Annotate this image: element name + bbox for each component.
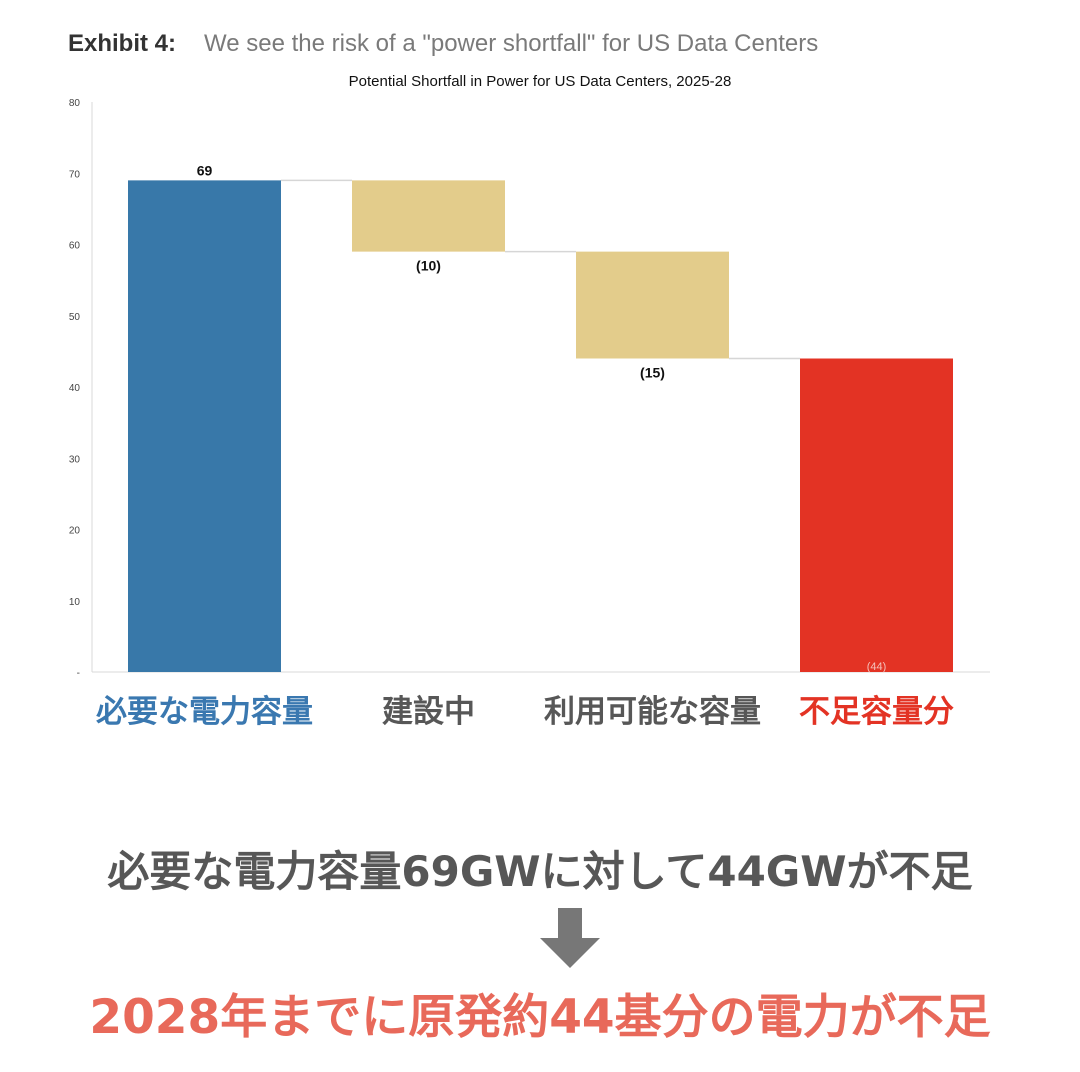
y-tick-label: - xyxy=(77,668,80,679)
data-label: 69 xyxy=(197,162,213,178)
category-label: 建設中 xyxy=(382,694,475,730)
y-tick-label: 50 xyxy=(69,312,81,323)
data-label: (10) xyxy=(416,258,441,274)
down-arrow-icon xyxy=(540,908,600,968)
bar-3 xyxy=(800,358,953,672)
y-tick-label: 40 xyxy=(69,383,81,394)
summary-caption: 必要な電力容量69GWに対して44GWが不足 xyxy=(107,847,973,896)
exhibit-label: Exhibit 4: xyxy=(68,30,177,57)
exhibit-title: We see the risk of a "power shortfall" f… xyxy=(204,30,819,57)
category-label: 利用可能な容量 xyxy=(544,694,761,730)
bar-2 xyxy=(576,251,729,359)
chart-title: Potential Shortfall in Power for US Data… xyxy=(348,73,732,90)
data-label: (44) xyxy=(867,661,887,673)
y-tick-label: 80 xyxy=(69,98,81,109)
exhibit-header: Exhibit 4: We see the risk of a "power sh… xyxy=(68,30,818,58)
data-label: (15) xyxy=(640,365,665,381)
y-tick-label: 70 xyxy=(69,169,81,180)
y-tick-label: 30 xyxy=(69,454,81,465)
category-label: 必要な電力容量 xyxy=(96,694,313,730)
waterfall-chart: - 10 20 30 40 50 60 70 80 69 (10) (15) (44) xyxy=(69,98,990,679)
y-tick-label: 20 xyxy=(69,526,81,537)
bar-1 xyxy=(352,180,505,252)
y-tick-label: 10 xyxy=(69,597,81,608)
y-tick-label: 60 xyxy=(69,241,81,252)
conclusion-caption: 2028年までに原発約44基分の電力が不足 xyxy=(89,990,991,1045)
category-label: 不足容量分 xyxy=(799,694,954,730)
bar-0 xyxy=(128,180,281,672)
